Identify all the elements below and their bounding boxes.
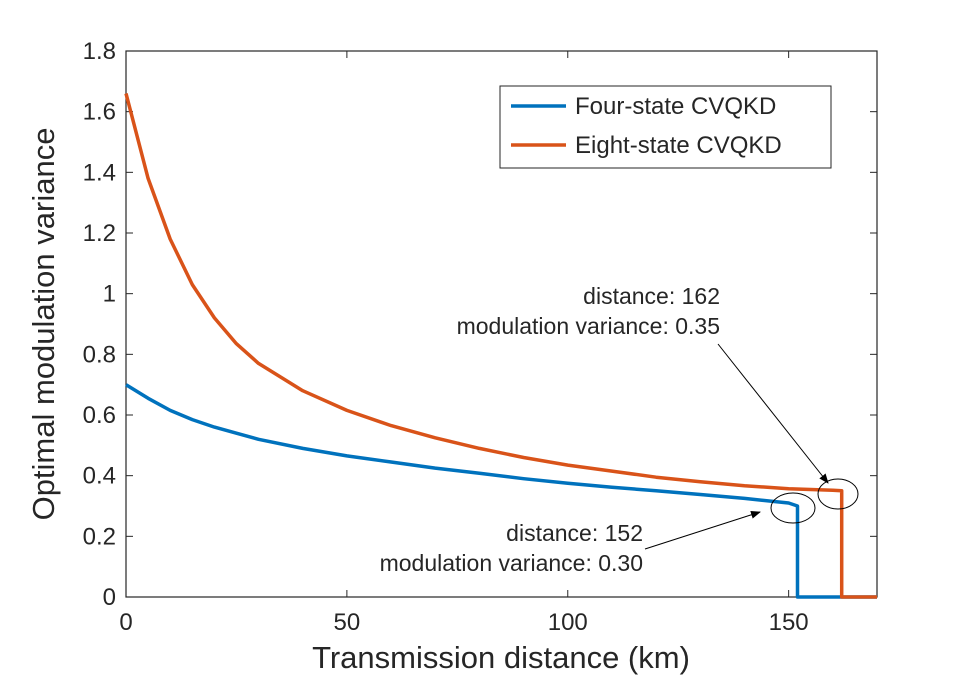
annotation-four-state-arrow [644,510,761,550]
x-tick-label: 50 [334,609,361,636]
series-line-eight-state [124,93,877,599]
y-tick-label: 1.6 [83,99,116,126]
annotation-eight-state: distance: 162 modulation variance: 0.35 [457,283,859,510]
annotation-eight-state-distance: distance: 162 [583,283,720,309]
annotation-four-state-variance: modulation variance: 0.30 [380,550,643,576]
y-tick-label: 1.2 [83,220,116,247]
y-tick-label: 1.4 [83,159,116,186]
legend-box [499,85,832,169]
annotation-eight-state-variance: modulation variance: 0.35 [457,313,720,339]
annotation-four-state-distance: distance: 152 [506,520,643,546]
y-tick-label: 0.2 [83,523,116,550]
x-tick-label: 150 [769,609,809,636]
axis-tick-labels: 0 50 100 150 0 0.2 0.4 0.6 0.8 1 1.2 1.4 1.6 1.8 [83,38,809,636]
x-tick-label: 100 [548,609,588,636]
series-line-four-state [125,383,877,599]
y-axis-title: Optimal modulation variance [26,128,61,521]
y-tick-label: 0.4 [83,463,116,490]
legend-label-eight-state: Eight-state CVQKD [575,132,782,159]
annotation-eight-state-circle [817,478,859,510]
y-tick-label: 1.8 [83,38,116,65]
y-tick-label: 0.6 [83,402,116,429]
y-tick-label: 0.8 [83,341,116,368]
legend: Four-state CVQKD Eight-state CVQKD [499,85,832,169]
x-axis-title: Transmission distance (km) [312,640,690,675]
annotation-four-state: distance: 152 modulation variance: 0.30 [380,492,816,576]
y-tick-label: 1 [103,281,116,308]
legend-label-four-state: Four-state CVQKD [575,93,776,120]
annotation-eight-state-arrow [717,343,829,484]
series-lines [124,93,877,599]
x-tick-label: 0 [119,609,132,636]
y-tick-label: 0 [103,584,116,611]
annotation-four-state-circle [770,492,816,524]
